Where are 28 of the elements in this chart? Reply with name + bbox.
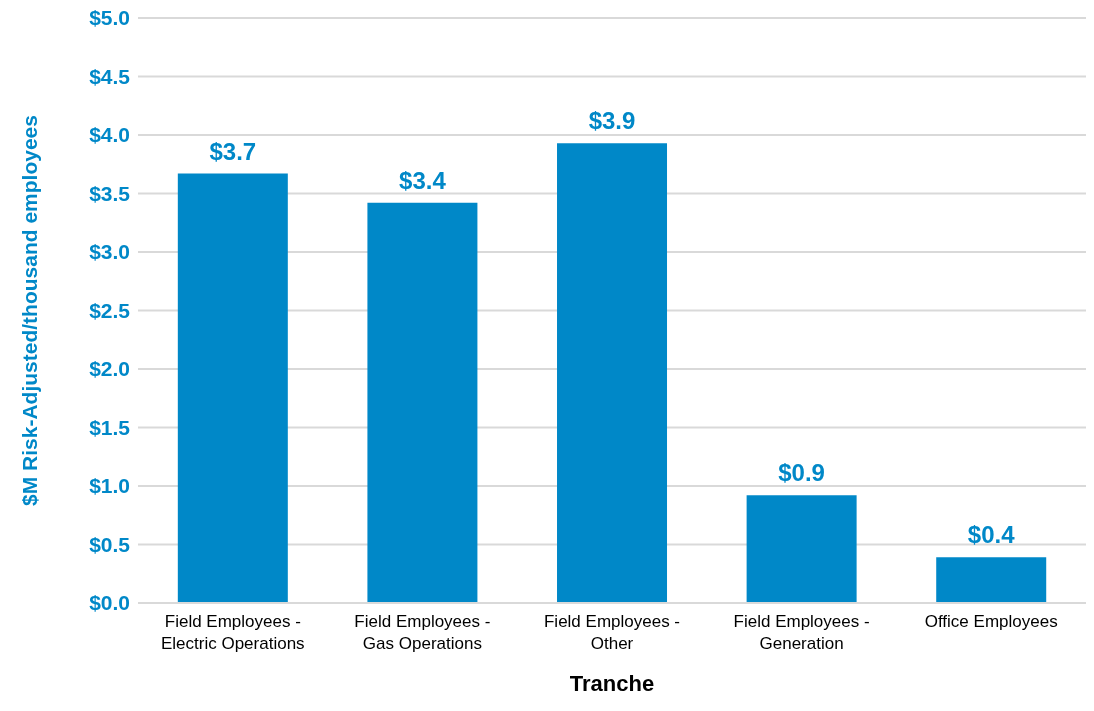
y-tick-label: $0.5 (89, 532, 131, 556)
x-tick-label: Field Employees - Electric Operations (160, 612, 305, 653)
y-tick-label: $4.0 (89, 123, 130, 147)
y-tick-label: $3.5 (89, 181, 131, 205)
data-label: $0.4 (967, 521, 1016, 549)
y-tick-label: $2.5 (89, 298, 131, 322)
data-label: $0.9 (778, 459, 825, 487)
bar (557, 143, 668, 603)
data-label: $3.7 (209, 137, 257, 165)
x-tick-label: Field Employees - Other (543, 612, 681, 653)
y-axis-title: $M Risk-Adjusted/thousand employees (18, 115, 42, 506)
y-tick-label: $4.5 (89, 64, 131, 88)
bar (936, 557, 1047, 603)
y-tick-label: $1.5 (89, 415, 131, 439)
bar (367, 202, 478, 603)
data-label: $3.9 (588, 107, 636, 135)
y-tick-label: $3.0 (89, 240, 130, 264)
y-tick-label: $5.0 (89, 6, 130, 30)
y-tick-label: $0.0 (89, 591, 130, 615)
x-axis-title: Tranche (569, 671, 655, 696)
bar (177, 173, 288, 603)
x-tick-label: Field Employees - Generation (733, 612, 870, 653)
y-tick-label: $2.0 (89, 357, 130, 381)
x-tick-label: Field Employees - Gas Operations (354, 612, 491, 653)
data-label: $3.4 (399, 166, 447, 194)
bar (746, 495, 857, 603)
x-tick-label: Office Employees (924, 612, 1058, 631)
y-tick-label: $1.0 (89, 474, 130, 498)
